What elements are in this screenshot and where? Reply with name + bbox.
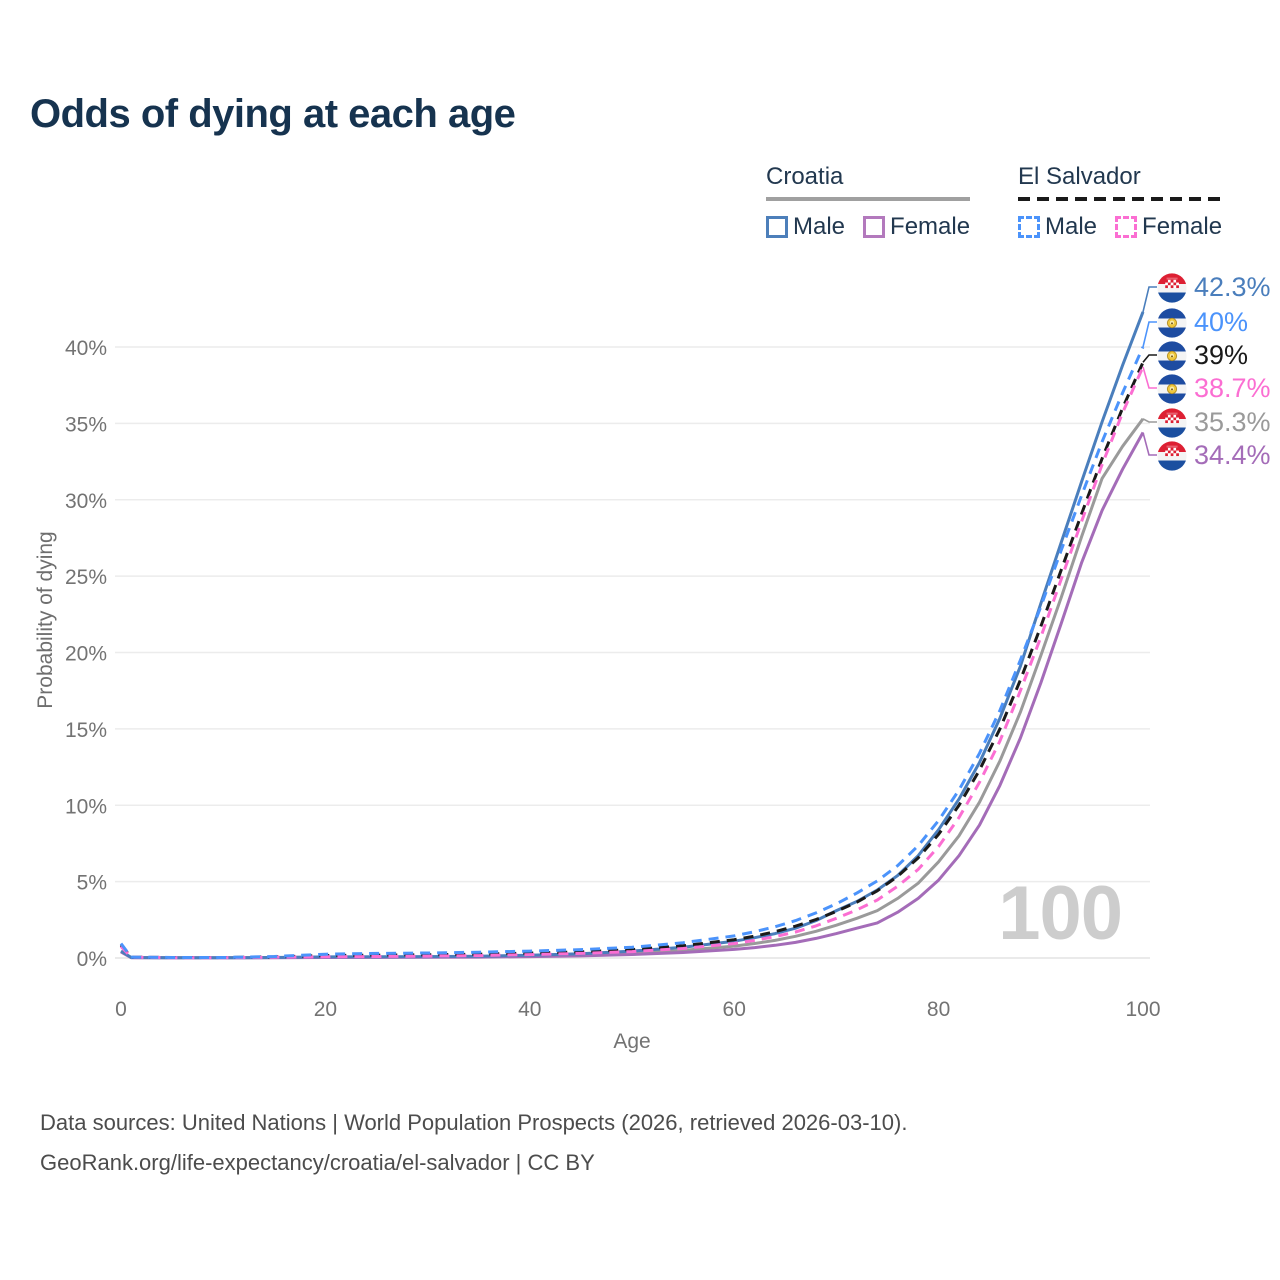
leader-line [1142, 418, 1157, 423]
chart-title: Odds of dying at each age [30, 92, 516, 136]
end-label-croatia-both: 35.3% [1157, 407, 1271, 438]
age-watermark: 100 [998, 871, 1123, 956]
legend-item-female[interactable]: Female [1115, 213, 1222, 241]
legend-swatch-icon [863, 216, 886, 238]
end-label-value: 40% [1194, 307, 1249, 337]
end-label-value: 35.3% [1194, 407, 1271, 437]
y-tick-label: 40% [65, 337, 107, 360]
end-label-croatia-female: 34.4% [1157, 440, 1271, 471]
end-label-value: 34.4% [1194, 440, 1271, 470]
croatia-flag-icon [1157, 440, 1187, 471]
legend-item-label: Male [793, 213, 846, 240]
x-tick-label: 40 [518, 998, 541, 1021]
y-tick-label: 25% [65, 566, 107, 589]
y-axis-title: Probability of dying [34, 531, 57, 709]
legend-item-label: Female [1142, 213, 1223, 240]
legend-item-male[interactable]: Male [766, 213, 845, 241]
x-tick-label: 60 [723, 998, 746, 1021]
attribution-text: GeoRank.org/life-expectancy/croatia/el-s… [40, 1150, 595, 1175]
legend-line-style-sample [766, 197, 971, 201]
leader-line [1142, 366, 1157, 389]
series-line-el-salvador-female [119, 366, 1145, 960]
series-line-croatia-male [120, 311, 1145, 960]
legend-item-male[interactable]: Male [1018, 213, 1097, 241]
end-label-el-salvador-both: 39% [1157, 340, 1248, 371]
series-line-el-salvador-both [119, 361, 1145, 959]
legend-group-croatia: Croatia Male Female [766, 163, 971, 241]
x-axis-title: Age [613, 1030, 650, 1053]
end-label-el-salvador-female: 38.7% [1157, 373, 1271, 404]
legend-line-style-sample [1018, 197, 1223, 201]
leader-line [1142, 354, 1157, 363]
legend-country-label[interactable]: Croatia [766, 163, 844, 190]
legend-swatch-icon [1115, 216, 1138, 238]
legend-item-label: Male [1045, 213, 1098, 240]
y-tick-label: 5% [77, 872, 107, 895]
x-tick-label: 0 [115, 998, 127, 1021]
end-label-el-salvador-male: 40% [1157, 307, 1248, 338]
croatia-flag-icon [1157, 407, 1187, 438]
croatia-flag-icon [1157, 272, 1187, 303]
end-label-value: 42.3% [1194, 272, 1271, 302]
x-tick-label: 80 [927, 998, 950, 1021]
y-tick-label: 20% [65, 643, 107, 666]
end-label-value: 39% [1194, 340, 1249, 370]
leader-line [1142, 321, 1157, 348]
leader-line [1142, 432, 1157, 456]
y-tick-label: 15% [65, 719, 107, 742]
x-tick-label: 20 [314, 998, 337, 1021]
legend-item-female[interactable]: Female [863, 213, 970, 241]
x-tick-label: 100 [1125, 998, 1160, 1021]
data-sources-text: Data sources: United Nations | World Pop… [40, 1110, 908, 1135]
y-tick-label: 30% [65, 490, 107, 513]
legend-group-el-salvador: El Salvador Male Female [1018, 163, 1223, 241]
chart-canvas: 0% 5% 10% 15% 20% 25% 30% 35% 40% 0 20 40 60 80 100 Age [65, 286, 1161, 1053]
end-label-value: 38.7% [1194, 373, 1271, 403]
el-salvador-flag-icon [1157, 340, 1187, 371]
y-tick-label: 0% [77, 948, 107, 971]
legend-items: Male Female [1018, 213, 1222, 241]
end-label-croatia-male: 42.3% [1157, 272, 1271, 303]
legend-swatch-icon [766, 216, 788, 238]
y-tick-label: 35% [65, 413, 107, 436]
legend-item-label: Female [890, 213, 971, 240]
el-salvador-flag-icon [1157, 307, 1187, 338]
legend-swatch-icon [1018, 216, 1040, 238]
legend-items: Male Female [766, 213, 970, 241]
el-salvador-flag-icon [1157, 373, 1187, 404]
legend-country-label[interactable]: El Salvador [1018, 163, 1141, 190]
leader-line [1142, 286, 1157, 313]
y-tick-label: 10% [65, 795, 107, 818]
